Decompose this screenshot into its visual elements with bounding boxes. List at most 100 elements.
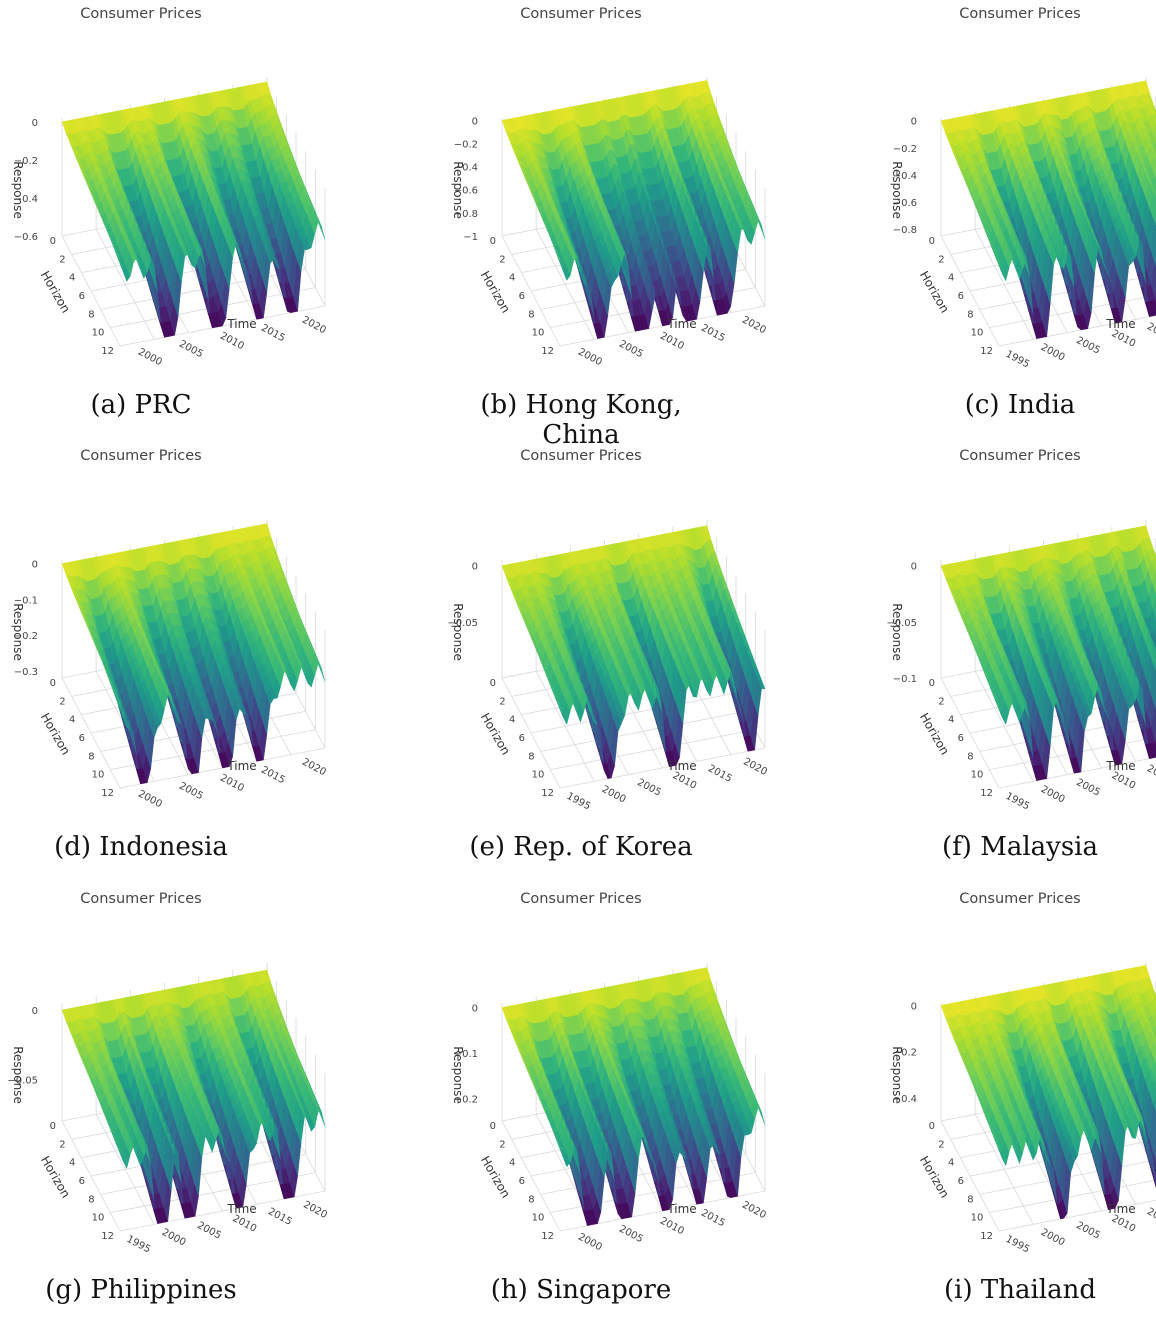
time-tick: 2015: [699, 323, 727, 345]
panel-caption: (a) PRC: [0, 390, 282, 420]
panel-caption: (h) Singapore: [440, 1275, 722, 1305]
horizon-axis-label: Horizon: [917, 1154, 952, 1201]
surface-plot[interactable]: 0−0.2−0.4−0.6Response024681012Horizon200…: [0, 0, 330, 385]
horizon-tick: 6: [958, 733, 964, 744]
surface-plot[interactable]: 0−0.1−0.2−0.3Response024681012Horizon200…: [0, 442, 330, 827]
horizon-tick: 2: [499, 254, 505, 265]
time-tick: 2010: [231, 1213, 259, 1235]
time-tick: 2005: [177, 339, 205, 361]
horizon-tick: 2: [499, 1139, 505, 1150]
horizon-tick: 8: [88, 309, 94, 320]
time-tick: 2020: [740, 315, 768, 337]
time-tick: 1995: [125, 1234, 153, 1256]
horizon-tick: 4: [69, 715, 75, 726]
response-tick: −0.1: [893, 674, 917, 685]
surface: [941, 526, 1156, 781]
response-tick: 0: [472, 562, 478, 573]
response-axis-label: Response: [451, 603, 465, 661]
time-tick: 2020: [740, 1200, 768, 1222]
response-axis-label: Response: [890, 603, 904, 661]
time-tick: 2000: [1039, 342, 1067, 364]
time-tick: 2015: [259, 765, 287, 787]
response-tick: 0: [911, 562, 917, 573]
horizon-tick: 2: [59, 1139, 65, 1150]
horizon-tick: 12: [101, 1231, 114, 1242]
panel-caption: (g) Philippines: [0, 1275, 282, 1305]
time-tick: 2015: [266, 1206, 294, 1228]
time-tick: 2000: [600, 784, 628, 806]
horizon-tick: 12: [980, 788, 993, 799]
time-tick: 2005: [195, 1220, 223, 1242]
surface-plot[interactable]: 0−0.2−0.4−0.6−0.8Response024681012Horizo…: [879, 0, 1156, 385]
time-tick: 2015: [706, 763, 734, 785]
time-tick: 2015: [1145, 321, 1156, 343]
time-tick: 2010: [1110, 770, 1138, 792]
horizon-tick: 4: [948, 715, 954, 726]
horizon-tick: 4: [69, 273, 75, 284]
horizon-tick: 6: [519, 1176, 525, 1187]
horizon-tick: 10: [971, 328, 984, 339]
time-tick: 1995: [1004, 791, 1032, 813]
time-tick: 2010: [218, 773, 246, 795]
horizon-tick: 8: [88, 751, 94, 762]
time-tick: 2000: [1039, 1227, 1067, 1249]
time-axis-label: Time: [666, 759, 696, 773]
horizon-tick: 10: [532, 328, 545, 339]
time-tick: 2020: [741, 756, 769, 778]
time-tick: 2000: [576, 1232, 604, 1254]
time-tick: 2005: [617, 1224, 645, 1246]
time-tick: 2020: [301, 1199, 329, 1221]
surface: [502, 526, 765, 779]
horizon-tick: 0: [929, 678, 935, 689]
time-axis-label: Time: [666, 1202, 696, 1216]
horizon-tick: 8: [967, 1194, 973, 1205]
horizon-tick: 12: [980, 1231, 993, 1242]
horizon-tick: 0: [490, 678, 496, 689]
horizon-tick: 12: [541, 1231, 554, 1242]
time-tick: 2010: [1110, 1213, 1138, 1235]
horizon-tick: 0: [929, 1121, 935, 1132]
time-tick: 2015: [1145, 763, 1156, 785]
horizon-axis-label: Horizon: [478, 269, 513, 316]
horizon-tick: 4: [509, 715, 515, 726]
horizon-tick: 12: [541, 346, 554, 357]
response-axis-label: Response: [890, 161, 904, 219]
horizon-tick: 4: [948, 1158, 954, 1169]
surface-plot[interactable]: 0−0.2−0.4−0.6−0.8−1Response024681012Hori…: [440, 0, 770, 385]
horizon-tick: 4: [69, 1158, 75, 1169]
response-tick: −0.6: [14, 232, 38, 243]
response-axis-label: Response: [451, 1046, 465, 1104]
surface: [62, 82, 325, 337]
horizon-tick: 4: [509, 273, 515, 284]
time-tick: 2020: [300, 757, 328, 779]
time-tick: 2005: [1074, 335, 1102, 357]
horizon-tick: 8: [88, 1194, 94, 1205]
horizon-tick: 0: [50, 678, 56, 689]
horizon-tick: 6: [79, 733, 85, 744]
horizon-tick: 0: [929, 236, 935, 247]
horizon-tick: 2: [938, 254, 944, 265]
horizon-tick: 12: [101, 788, 114, 799]
time-axis-label: Time: [226, 1202, 256, 1216]
panel-caption: (d) Indonesia: [0, 832, 282, 862]
response-tick: −0.3: [14, 667, 38, 678]
horizon-tick: 6: [958, 1176, 964, 1187]
horizon-tick: 0: [50, 1121, 56, 1132]
horizon-tick: 0: [490, 1121, 496, 1132]
time-tick: 2010: [1110, 328, 1138, 350]
response-tick: −1: [463, 232, 478, 243]
time-tick: 2010: [658, 1216, 686, 1238]
horizon-tick: 6: [958, 291, 964, 302]
time-tick: 2005: [177, 781, 205, 803]
horizon-tick: 8: [528, 1194, 534, 1205]
